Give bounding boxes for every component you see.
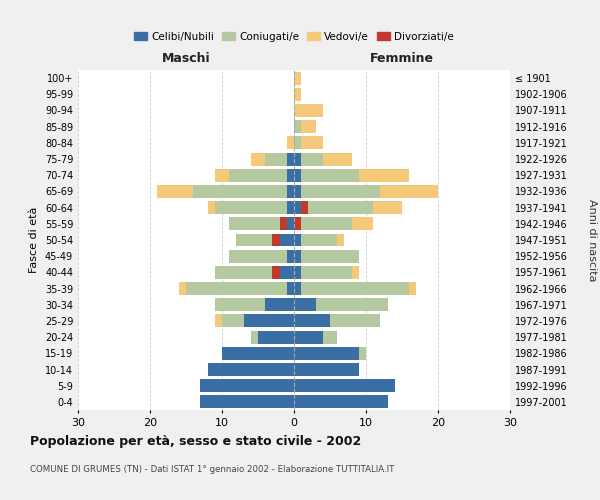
Text: COMUNE DI GRUMES (TN) - Dati ISTAT 1° gennaio 2002 - Elaborazione TUTTITALIA.IT: COMUNE DI GRUMES (TN) - Dati ISTAT 1° ge… <box>30 465 394 474</box>
Legend: Celibi/Nubili, Coniugati/e, Vedovi/e, Divorziati/e: Celibi/Nubili, Coniugati/e, Vedovi/e, Di… <box>130 28 458 46</box>
Bar <box>280 218 287 230</box>
Bar <box>215 298 265 311</box>
Bar <box>287 250 294 262</box>
Bar <box>251 330 258 344</box>
Bar <box>294 379 395 392</box>
Bar <box>193 185 287 198</box>
Bar <box>301 218 352 230</box>
Bar <box>301 120 316 133</box>
Bar <box>294 201 301 214</box>
Bar <box>352 218 373 230</box>
Bar <box>294 314 330 328</box>
Bar <box>265 152 287 166</box>
Bar <box>157 185 193 198</box>
Bar <box>294 185 301 198</box>
Bar <box>380 185 438 198</box>
Y-axis label: Fasce di età: Fasce di età <box>29 207 39 273</box>
Bar <box>301 201 308 214</box>
Bar <box>222 314 244 328</box>
Bar <box>301 282 409 295</box>
Bar <box>287 169 294 181</box>
Bar <box>258 330 294 344</box>
Bar <box>359 169 409 181</box>
Bar <box>215 266 272 279</box>
Bar <box>236 234 272 246</box>
Bar <box>301 185 380 198</box>
Text: Maschi: Maschi <box>161 52 211 65</box>
Bar <box>215 169 229 181</box>
Bar <box>294 282 301 295</box>
Bar <box>294 136 301 149</box>
Bar <box>287 152 294 166</box>
Bar <box>294 104 323 117</box>
Bar <box>200 379 294 392</box>
Bar <box>352 266 359 279</box>
Bar <box>208 363 294 376</box>
Bar <box>294 169 301 181</box>
Bar <box>337 234 344 246</box>
Bar <box>301 136 323 149</box>
Bar <box>294 396 388 408</box>
Bar <box>301 169 359 181</box>
Bar <box>294 88 301 101</box>
Bar <box>359 347 366 360</box>
Bar <box>287 218 294 230</box>
Bar <box>229 250 287 262</box>
Bar <box>294 298 316 311</box>
Text: Femmine: Femmine <box>370 52 434 65</box>
Text: Popolazione per età, sesso e stato civile - 2002: Popolazione per età, sesso e stato civil… <box>30 435 361 448</box>
Bar <box>294 152 301 166</box>
Bar <box>294 266 301 279</box>
Bar <box>251 152 265 166</box>
Bar <box>294 347 359 360</box>
Bar <box>294 330 323 344</box>
Bar <box>272 266 280 279</box>
Bar <box>294 72 301 85</box>
Bar <box>308 201 373 214</box>
Bar <box>244 314 294 328</box>
Bar <box>330 314 380 328</box>
Bar <box>280 234 294 246</box>
Bar <box>287 185 294 198</box>
Bar <box>301 152 323 166</box>
Bar <box>287 136 294 149</box>
Bar <box>301 250 359 262</box>
Bar <box>294 250 301 262</box>
Bar <box>323 330 337 344</box>
Bar <box>287 201 294 214</box>
Bar <box>409 282 416 295</box>
Bar <box>179 282 186 295</box>
Bar <box>294 234 301 246</box>
Bar <box>272 234 280 246</box>
Bar <box>294 218 301 230</box>
Bar <box>373 201 402 214</box>
Bar <box>323 152 352 166</box>
Bar <box>265 298 294 311</box>
Bar <box>215 314 222 328</box>
Bar <box>287 282 294 295</box>
Bar <box>229 169 287 181</box>
Bar <box>186 282 287 295</box>
Y-axis label: Anni di nascita: Anni di nascita <box>587 198 597 281</box>
Bar <box>301 266 352 279</box>
Bar <box>294 120 301 133</box>
Bar <box>280 266 294 279</box>
Bar <box>200 396 294 408</box>
Bar <box>294 363 359 376</box>
Bar <box>222 347 294 360</box>
Bar <box>215 201 287 214</box>
Bar <box>301 234 337 246</box>
Bar <box>316 298 388 311</box>
Bar <box>229 218 280 230</box>
Bar <box>208 201 215 214</box>
